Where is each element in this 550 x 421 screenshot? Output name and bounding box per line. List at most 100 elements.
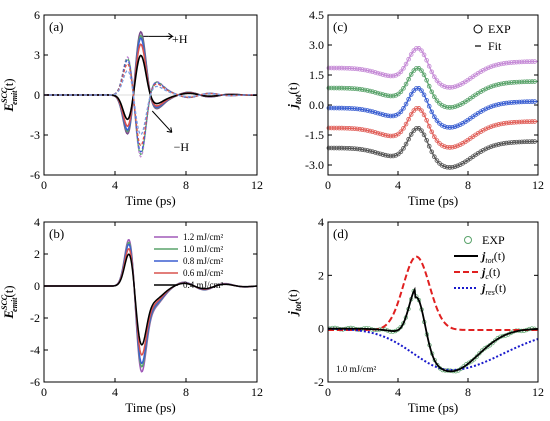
x-tick-label: 12 — [251, 385, 263, 399]
exp-point — [424, 58, 429, 63]
exp-point — [483, 126, 489, 132]
series-line-0 — [44, 30, 258, 135]
exp-point — [480, 107, 486, 113]
exp-point — [424, 138, 429, 143]
exp-point — [408, 52, 414, 57]
series-line-1 — [44, 241, 258, 368]
exp-point — [421, 92, 427, 98]
arrow-head-minus — [166, 127, 173, 133]
exp-point — [434, 118, 440, 123]
exp-point — [439, 143, 445, 148]
exp-point — [474, 354, 479, 359]
exp-point — [408, 132, 414, 137]
exp-point — [457, 142, 463, 148]
annotation-minus-h: −H — [174, 140, 190, 154]
exp-point — [426, 143, 432, 149]
exp-point — [480, 87, 486, 93]
panel-a: +H −H 0 4 8 12 -6 -3 0 3 6 Time (ps) ESCCemit(t) (a) — [0, 8, 263, 208]
exp-point — [396, 91, 401, 97]
exp-point — [432, 94, 437, 100]
exp-point — [396, 151, 401, 157]
exp-point — [426, 83, 432, 89]
y-tick-label: -3.0 — [305, 158, 324, 172]
series-line-4 — [44, 54, 258, 121]
exp-point — [419, 48, 424, 53]
legend-main: j — [480, 249, 486, 263]
x-tick-label: 8 — [465, 178, 471, 192]
series-line-4 — [44, 253, 258, 346]
exp-point — [421, 132, 427, 138]
exp-point — [403, 61, 409, 67]
legend-swatch-0 — [464, 236, 472, 244]
exp-point — [419, 108, 424, 113]
exp-point — [401, 126, 406, 131]
legend-main: EXP — [482, 233, 505, 247]
exp-point — [486, 65, 491, 71]
exp-point — [408, 72, 414, 77]
legend-exp-label: EXP — [488, 22, 511, 36]
panel-c: EXP Fit 0 4 8 12 -3.0 -1.5 0.0 1.5 3.0 4.5 Time (ps)… — [285, 8, 544, 208]
legend-main: j — [480, 265, 486, 279]
y-axis-label: ESCCemit(t) — [0, 78, 19, 112]
x-tick-label: 12 — [532, 385, 544, 399]
legend-label-1: 1.0 mJ/cm² — [183, 244, 223, 254]
panel-letter: (c) — [333, 19, 347, 34]
exp-point — [421, 72, 427, 78]
exp-point — [406, 56, 411, 62]
y-tick-label: 0 — [318, 322, 324, 336]
exp-point — [401, 66, 406, 71]
x-tick-label: 8 — [183, 385, 189, 399]
series-line-1 — [44, 34, 258, 133]
y-label-tail: (t) — [1, 78, 16, 90]
series-line-3 — [44, 43, 258, 128]
y-label-sub: tot — [293, 94, 303, 104]
exp-point — [398, 69, 404, 74]
y-label-sub: emit — [10, 297, 19, 312]
exp-point — [419, 68, 424, 73]
exp-point — [401, 106, 406, 111]
x-tick-label: 0 — [41, 178, 47, 192]
exp-point — [411, 68, 417, 73]
legend-label-0: EXP — [482, 233, 505, 247]
exp-point — [483, 106, 489, 112]
legend-label-1: jtot(t) — [480, 249, 505, 265]
exp-point — [477, 351, 482, 356]
exp-point — [408, 92, 414, 97]
legend-label-3: jres(t) — [480, 281, 506, 297]
legend-tail: (t) — [495, 281, 506, 295]
exp-point — [424, 118, 429, 123]
series-line-2 — [44, 37, 258, 132]
exp-point — [426, 103, 432, 109]
x-tick-label: 12 — [532, 178, 544, 192]
y-label-sup: SCC — [0, 294, 9, 310]
exp-point — [408, 112, 414, 117]
y-tick-label: 3 — [34, 48, 40, 62]
legend-label-2: 0.8 mJ/cm² — [183, 256, 223, 266]
y-tick-label: -2 — [314, 375, 324, 389]
exp-point — [432, 134, 437, 140]
y-tick-label: 6 — [34, 8, 40, 22]
legend-label-0: 1.2 mJ/cm² — [183, 232, 223, 242]
exp-point — [432, 74, 437, 80]
legend-tail: (t) — [494, 249, 505, 263]
x-tick-label: 12 — [251, 178, 263, 192]
y-tick-label: 4 — [318, 215, 324, 229]
y-label-tail: (t) — [285, 82, 300, 94]
exp-point — [435, 362, 440, 368]
exp-point — [439, 163, 445, 168]
x-tick-label: 4 — [395, 178, 401, 192]
plot-frame — [327, 14, 539, 176]
y-tick-label: -4 — [30, 343, 40, 357]
legend-tail: (t) — [489, 265, 500, 279]
x-tick-label: 8 — [183, 178, 189, 192]
legend-fit-label: Fit — [488, 39, 502, 53]
exp-point — [406, 76, 411, 82]
exp-point — [486, 125, 491, 131]
legend-sub: c — [485, 272, 489, 281]
y-tick-label: 4 — [34, 215, 40, 229]
exp-point — [411, 88, 417, 93]
jres-line — [327, 327, 539, 372]
y-tick-label: 1.5 — [309, 68, 324, 82]
plot-frame — [43, 221, 258, 383]
y-label-main: E — [1, 103, 16, 113]
